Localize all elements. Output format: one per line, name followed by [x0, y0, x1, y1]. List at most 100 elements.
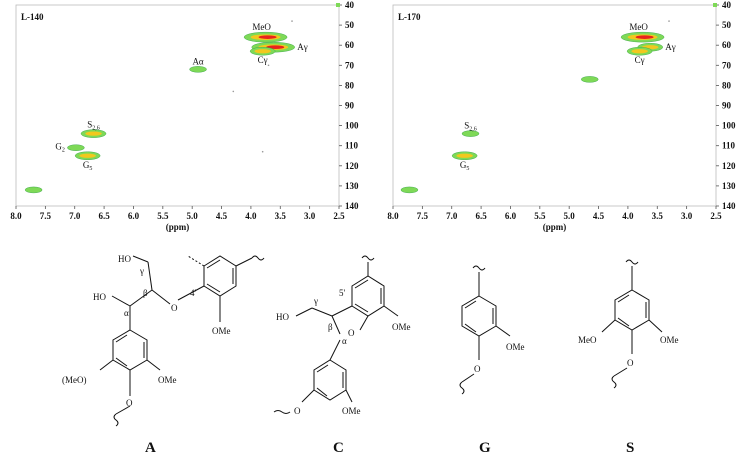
c-alpha-label: α: [342, 336, 347, 346]
peak-contour-mid: [79, 153, 96, 158]
peak-label: Aγ: [297, 42, 307, 52]
x-tick-label: 7.0: [69, 211, 81, 221]
y-tick-label: 60: [345, 40, 355, 50]
y-tick-label: 80: [345, 80, 355, 90]
peak-contour-outer: [24, 186, 43, 194]
a-alpha-label: α: [124, 308, 129, 318]
peak-contour-outer: [581, 76, 599, 83]
x-tick-label: 5.0: [564, 211, 576, 221]
x-tick-label: 4.5: [216, 211, 228, 221]
y-tick-label: 110: [345, 141, 359, 151]
structure-a: OMe O 4' HO γ β HO α (MeO) OMe O: [62, 254, 265, 427]
y-tick-label: 140: [345, 201, 359, 211]
peak-label: G5: [460, 160, 470, 172]
a-4prime-label: 4': [190, 288, 197, 298]
noise-dot: [267, 64, 270, 67]
peak-label: Aγ: [665, 42, 675, 52]
corner-marker: [713, 3, 717, 7]
c-beta-label: β: [328, 322, 333, 332]
x-tick-label: 5.5: [534, 211, 546, 221]
peak-label: Cγ: [635, 55, 645, 65]
x-tick-label: 6.5: [475, 211, 487, 221]
y-tick-label: 80: [722, 80, 732, 90]
peak-label: G5: [83, 160, 93, 172]
g-o-label: O: [474, 364, 481, 374]
structure-a-label: A: [145, 440, 156, 455]
noise-dot: [232, 90, 235, 93]
x-tick-label: 6.0: [128, 211, 140, 221]
peak-contour-outer: [67, 144, 85, 151]
plot-frame: [15, 4, 340, 207]
y-tick-label: 90: [722, 101, 732, 111]
y-tick-label: 140: [722, 201, 736, 211]
y-tick-label: 60: [722, 40, 732, 50]
x-tick-label: 7.0: [446, 211, 458, 221]
x-tick-label: 8.0: [387, 211, 399, 221]
y-tick-label: 100: [345, 121, 359, 131]
s-o-label: O: [627, 358, 634, 368]
peak-contour-outer: [400, 186, 419, 194]
x-axis-label: (ppm): [543, 222, 567, 232]
structure-g: OMe O: [459, 265, 525, 395]
x-tick-label: 4.0: [245, 211, 257, 221]
s-ome-label: OMe: [660, 335, 679, 345]
peak-label: MeO: [629, 22, 648, 32]
x-tick-label: 3.0: [304, 211, 316, 221]
c-o-bottom-label: O: [294, 406, 301, 416]
x-tick-label: 8.0: [10, 211, 22, 221]
peak-contour-outer: [461, 130, 480, 137]
x-tick-label: 7.5: [40, 211, 52, 221]
y-tick-label: 130: [345, 181, 359, 191]
c-ho-label: HO: [276, 312, 289, 322]
y-tick-label: 120: [722, 161, 736, 171]
x-axis-label: (ppm): [166, 222, 190, 232]
noise-dot: [261, 150, 264, 153]
x-tick-label: 5.5: [157, 211, 169, 221]
corner-marker: [336, 3, 340, 7]
a-ome-top-label: OMe: [212, 326, 231, 336]
peak-label: G2: [55, 142, 65, 154]
hsqc-panel-l140: 8.0 7.5 7.0 6.5 6.0 5.5 5.0 4.5 4.0 3.5 3.0 2.5 40 50…: [10, 0, 359, 232]
panel-title: L-140: [21, 12, 44, 22]
s-meo-label: MeO: [578, 335, 597, 345]
g-ome-label: OMe: [506, 342, 525, 352]
peak-contour-mid: [254, 49, 271, 54]
c-ome-bottom-label: OMe: [342, 406, 361, 416]
c-gamma-label: γ: [313, 296, 318, 306]
peak-contour-outer: [189, 66, 207, 73]
peak-contour-core: [635, 35, 654, 39]
noise-dot: [668, 20, 670, 22]
y-tick-label: 40: [722, 0, 732, 10]
y-tick-label: 90: [345, 101, 355, 111]
y-tick-label: 50: [722, 20, 732, 30]
a-meo-paren-label: (MeO): [62, 375, 87, 385]
structure-c-label: C: [333, 440, 344, 455]
a-ome-right-label: OMe: [158, 375, 177, 385]
x-tick-label: 6.0: [505, 211, 517, 221]
peak-label: Cγ: [258, 55, 268, 65]
c-o-ring-label: O: [348, 328, 355, 338]
structure-s-label: S: [626, 440, 634, 455]
x-tick-label: 4.5: [593, 211, 605, 221]
c-5prime-label: 5': [339, 288, 346, 298]
y-tick-label: 100: [722, 121, 736, 131]
y-tick-label: 120: [345, 161, 359, 171]
noise-dot: [291, 20, 293, 22]
peak-label: Aα: [192, 56, 203, 66]
x-tick-label: 2.5: [333, 211, 345, 221]
hsqc-panel-l170: 8.0 7.5 7.0 6.5 6.0 5.5 5.0 4.5 4.0 3.5 3.0 2.5 40 50…: [387, 0, 736, 232]
x-tick-label: 6.5: [98, 211, 110, 221]
a-ho-top-label: HO: [118, 254, 131, 264]
x-tick-label: 4.0: [622, 211, 634, 221]
a-gamma-label: γ: [139, 266, 144, 276]
peak-contour-mid: [631, 49, 648, 54]
c-ome-right-label: OMe: [392, 322, 411, 332]
y-tick-label: 70: [722, 60, 732, 70]
a-o-link-label: O: [171, 303, 178, 313]
x-tick-label: 3.5: [652, 211, 664, 221]
structure-c: OMe 5' O β α HO γ OMe O: [273, 255, 411, 416]
x-tick-label: 3.5: [275, 211, 287, 221]
peak-label: MeO: [252, 22, 271, 32]
peak-contour-mid: [456, 153, 473, 158]
